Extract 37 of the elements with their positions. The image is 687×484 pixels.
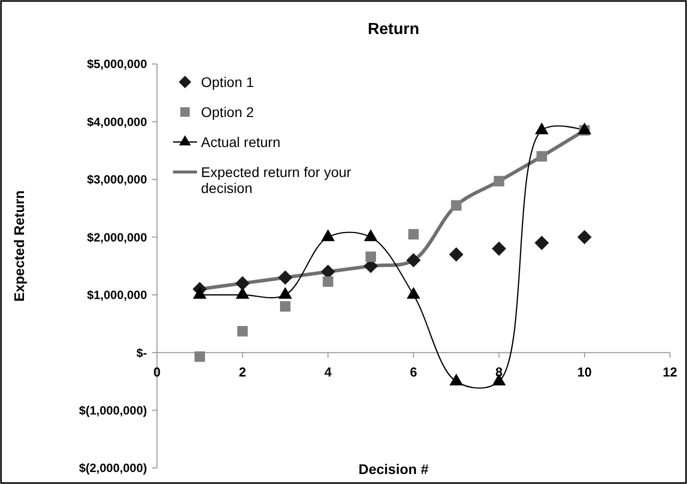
- point: [449, 247, 464, 262]
- legend-label: Option 1: [201, 74, 254, 90]
- x-tick-label: 6: [410, 364, 418, 380]
- x-tick-label: 4: [324, 364, 332, 380]
- point: [237, 326, 248, 336]
- legend-label: Expected return for your decision: [201, 164, 352, 196]
- point: [278, 270, 292, 285]
- point: [492, 242, 506, 256]
- y-tick-label: $(2,000,000): [78, 461, 147, 476]
- y-axis-title: Expected Return: [11, 190, 27, 302]
- chart-title: Return: [368, 21, 420, 38]
- point: [280, 301, 290, 312]
- point: [451, 200, 462, 211]
- x-tick-label: 2: [238, 364, 246, 380]
- x-axis-title: Decision #: [358, 461, 429, 477]
- point: [408, 229, 419, 240]
- point: [536, 151, 547, 162]
- point: [366, 252, 376, 262]
- point: [406, 253, 421, 268]
- x-tick-label: 10: [577, 364, 592, 380]
- point: [494, 176, 504, 186]
- y-tick-label: $1,000,000: [86, 288, 148, 302]
- point: [534, 236, 549, 250]
- point: [194, 351, 205, 362]
- point: [322, 276, 334, 287]
- x-tick-label: 12: [662, 364, 678, 380]
- y-tick-label: $4,000,000: [86, 114, 148, 129]
- y-tick-label: $2,000,000: [86, 230, 148, 244]
- y-tick-label: $3,000,000: [86, 172, 148, 187]
- y-tick-label: $(1,000,000): [78, 403, 147, 418]
- x-tick-label: 0: [153, 364, 161, 380]
- legend-label: Actual return: [201, 134, 280, 150]
- legend-label: Option 2: [201, 104, 254, 120]
- y-tick-label: $-: [136, 346, 147, 360]
- point: [577, 230, 592, 244]
- point: [235, 276, 250, 290]
- y-tick-label: $5,000,000: [86, 57, 148, 72]
